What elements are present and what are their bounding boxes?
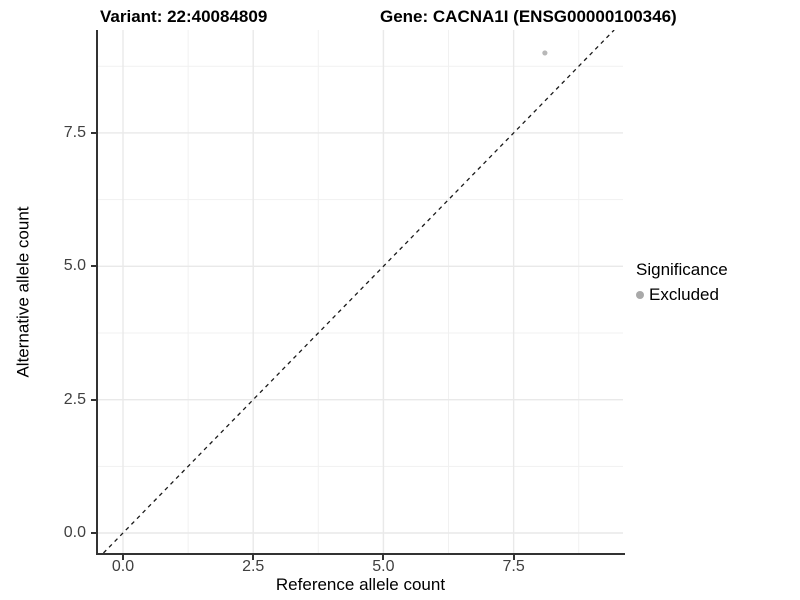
y-axis-title: Alternative allele count xyxy=(13,206,33,378)
x-tick-label: 0.0 xyxy=(111,558,135,575)
legend-title: Significance xyxy=(636,260,728,279)
legend-item: Excluded xyxy=(636,285,728,305)
y-tick-mark xyxy=(91,265,96,268)
x-axis-line xyxy=(96,553,625,555)
scatter-point xyxy=(542,50,548,56)
x-tick-mark xyxy=(512,555,515,560)
x-axis-title: Reference allele count xyxy=(275,575,446,594)
title-variant: Variant: 22:40084809 xyxy=(100,7,268,26)
x-tick-mark xyxy=(252,555,255,560)
legend: Significance Excluded xyxy=(636,260,728,305)
identity-reference-line xyxy=(103,29,615,554)
y-tick-label: 5.0 xyxy=(63,257,86,275)
y-tick-mark xyxy=(91,531,96,534)
y-tick-label: 7.5 xyxy=(63,123,86,141)
plot-canvas xyxy=(98,29,623,554)
legend-item-label: Excluded xyxy=(649,285,719,304)
x-tick-label: 5.0 xyxy=(372,558,395,575)
x-tick-mark xyxy=(382,555,385,560)
y-axis-line xyxy=(96,30,98,555)
legend-items: Excluded xyxy=(636,285,728,305)
x-tick-label: 2.5 xyxy=(242,558,265,575)
y-tick-label: 2.5 xyxy=(63,390,86,408)
legend-point-icon xyxy=(636,291,644,299)
y-tick-mark xyxy=(91,131,96,134)
y-tick-mark xyxy=(91,398,96,401)
x-tick-label: 7.5 xyxy=(502,558,525,575)
x-tick-mark xyxy=(122,555,124,560)
y-tick-label: 0.0 xyxy=(63,523,86,541)
plot-panel xyxy=(98,29,623,554)
title-gene: Gene: CACNA1I (ENSG00000100346) xyxy=(380,7,677,26)
